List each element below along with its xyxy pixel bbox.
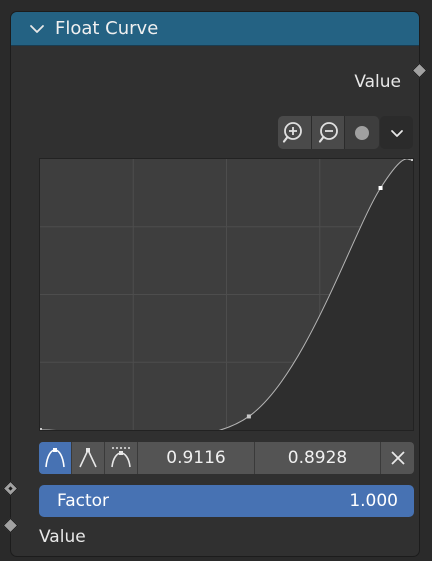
curve-point[interactable] [246,414,251,419]
output-value-label: Value [354,72,401,92]
vector-handle-button[interactable] [72,442,105,474]
curve-line [40,159,413,430]
auto-handle-icon [45,448,65,468]
input-value-label: Value [39,527,86,547]
float-curve-node[interactable]: Float Curve Value [10,11,420,557]
factor-label: Factor [57,491,110,511]
chevron-down-icon [390,129,403,137]
zoom-in-icon [283,121,303,143]
node-title: Float Curve [55,18,159,39]
zoom-out-button[interactable] [311,116,346,149]
point-x-field[interactable]: 0.9116 [138,442,255,474]
factor-value: 1.000 [349,491,398,511]
zoom-out-icon [318,121,338,143]
curve-editor[interactable] [39,158,414,431]
clip-icon [355,125,370,140]
factor-slider[interactable]: Factor 1.000 [39,485,414,517]
auto-handle-button[interactable] [39,442,72,474]
curve-point[interactable] [40,428,42,430]
delete-point-button[interactable] [381,442,414,474]
clipping-button[interactable] [345,116,379,149]
node-header[interactable]: Float Curve [11,12,419,46]
curve-toolbar [278,116,379,149]
auto-clamped-handle-icon [111,447,131,468]
vector-handle-icon [79,448,97,468]
curve-point-selected[interactable] [378,185,383,190]
curve-options-dropdown[interactable] [380,116,413,149]
curve-fill [40,159,413,430]
chevron-down-icon[interactable] [29,21,45,37]
point-y-field[interactable]: 0.8928 [255,442,381,474]
auto-clamped-handle-button[interactable] [105,442,138,474]
zoom-in-button[interactable] [278,116,312,149]
curve-point[interactable] [411,159,413,161]
handle-controls: 0.9116 0.8928 [39,442,414,474]
close-icon [390,451,405,465]
